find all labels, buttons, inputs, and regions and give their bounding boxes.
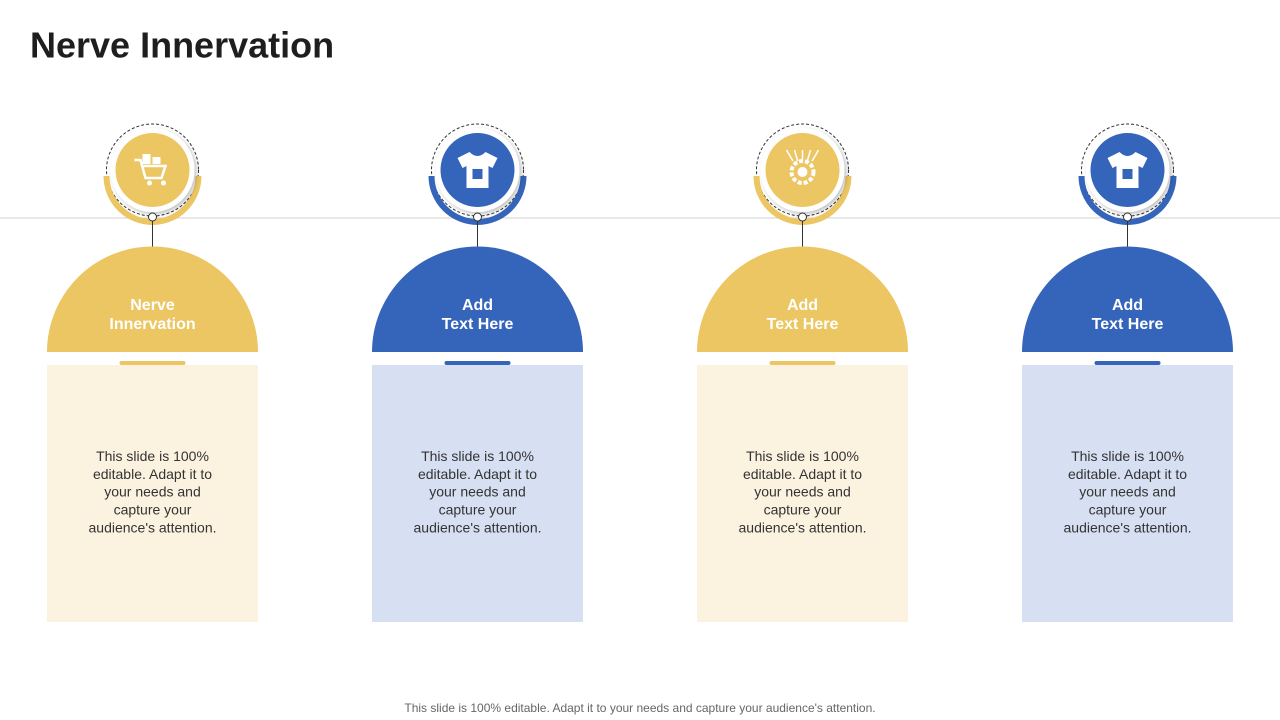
- connector-dot: [148, 212, 157, 222]
- column-heading: Innervation: [109, 316, 195, 333]
- column-body: capture your: [764, 502, 842, 518]
- icon-emblem: [1122, 169, 1133, 179]
- slide-title: Nerve Innervation: [30, 25, 334, 66]
- icon-wheel: [147, 180, 152, 186]
- column-body: editable. Adapt it to: [93, 466, 212, 482]
- icon-emblem: [472, 169, 483, 179]
- column-body: capture your: [114, 502, 192, 518]
- connector-dot: [1123, 212, 1132, 222]
- column-body: your needs and: [429, 484, 526, 500]
- column-body: your needs and: [754, 484, 851, 500]
- body-box: [47, 365, 258, 622]
- column-body: editable. Adapt it to: [743, 466, 862, 482]
- accent-bar: [119, 361, 186, 365]
- heading-dome: [1022, 246, 1233, 352]
- body-box: [697, 365, 908, 622]
- icon-circuit: [785, 149, 794, 162]
- icon-gear-core: [797, 167, 808, 177]
- icon-circuit: [793, 149, 799, 162]
- icon-circuit: [811, 149, 820, 162]
- column-body: This slide is 100%: [746, 448, 859, 464]
- column-heading: Text Here: [1092, 316, 1164, 333]
- icon-box: [142, 154, 151, 164]
- column-body: This slide is 100%: [421, 448, 534, 464]
- accent-bar: [1094, 361, 1161, 365]
- column-body: audience's attention.: [739, 519, 867, 535]
- heading-dome: [372, 246, 583, 352]
- accent-bar: [769, 361, 836, 365]
- column-heading: Add: [1112, 297, 1143, 314]
- column-body: This slide is 100%: [96, 448, 209, 464]
- column-body: your needs and: [104, 484, 201, 500]
- footer-note: This slide is 100% editable. Adapt it to…: [404, 701, 875, 715]
- icon-wheel: [161, 180, 166, 186]
- column-body: your needs and: [1079, 484, 1176, 500]
- icon-box: [152, 157, 161, 164]
- column-heading: Nerve: [130, 297, 175, 314]
- accent-bar: [444, 361, 511, 365]
- heading-dome: [697, 246, 908, 352]
- body-box: [372, 365, 583, 622]
- heading-dome: [47, 246, 258, 352]
- connector-dot: [798, 212, 807, 222]
- column-body: This slide is 100%: [1071, 448, 1184, 464]
- column-body: editable. Adapt it to: [1068, 466, 1187, 482]
- column-body: editable. Adapt it to: [418, 466, 537, 482]
- column-heading: Text Here: [767, 316, 839, 333]
- connector-dot: [473, 212, 482, 222]
- body-box: [1022, 365, 1233, 622]
- column-heading: Text Here: [442, 316, 514, 333]
- column-body: audience's attention.: [1064, 519, 1192, 535]
- column-heading: Add: [462, 297, 493, 314]
- column-body: audience's attention.: [414, 519, 542, 535]
- icon-circuit: [806, 149, 812, 162]
- icon-cart: [134, 158, 168, 180]
- icon-circle: [115, 133, 190, 207]
- column-body: capture your: [1089, 502, 1167, 518]
- column-body: capture your: [439, 502, 517, 518]
- column-body: audience's attention.: [89, 519, 217, 535]
- column-heading: Add: [787, 297, 818, 314]
